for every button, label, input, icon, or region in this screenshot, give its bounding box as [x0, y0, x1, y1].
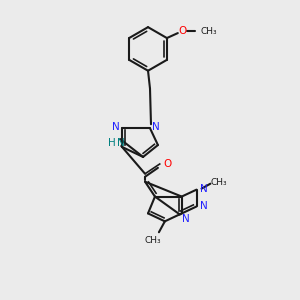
Text: CH₃: CH₃	[210, 178, 227, 187]
Text: CH₃: CH₃	[145, 236, 161, 245]
Text: CH₃: CH₃	[201, 27, 217, 36]
Text: O: O	[164, 159, 172, 169]
Text: N: N	[117, 138, 125, 148]
Text: N: N	[200, 184, 207, 194]
Text: N: N	[112, 122, 120, 132]
Text: N: N	[182, 214, 190, 224]
Text: N: N	[152, 122, 160, 132]
Text: H: H	[109, 138, 116, 148]
Text: N: N	[200, 202, 207, 212]
Text: O: O	[178, 26, 187, 36]
